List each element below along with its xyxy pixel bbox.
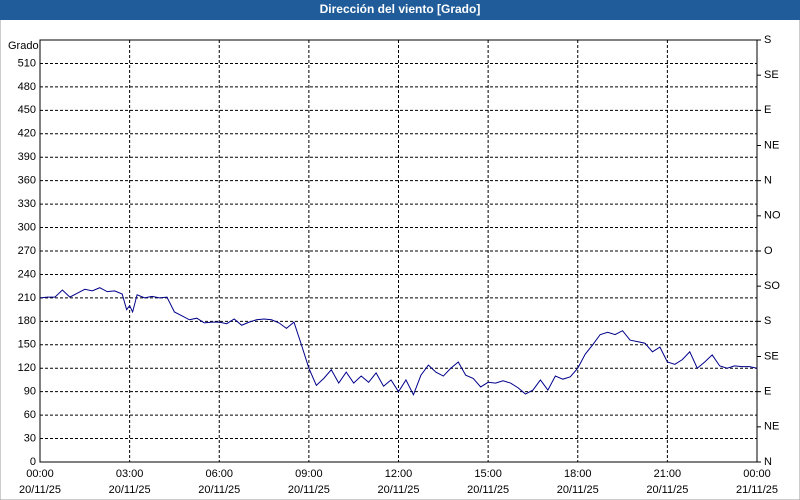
y-tick-label: 90 — [24, 386, 36, 398]
x-tick-label: 15:00 — [474, 468, 502, 480]
x-tick-date: 20/11/25 — [377, 484, 419, 496]
x-tick-label: 09:00 — [295, 468, 323, 480]
y2-tick-label: NO — [764, 210, 781, 222]
x-tick-date: 20/11/25 — [109, 484, 151, 496]
x-tick-label: 03:00 — [116, 468, 144, 480]
y2-tick-label: S — [764, 315, 771, 327]
y-tick-label: 480 — [18, 81, 36, 93]
y2-tick-label: O — [764, 245, 773, 257]
x-tick-date: 20/11/25 — [467, 484, 509, 496]
chart-title: Dirección del viento [Grado] — [320, 2, 481, 16]
y-tick-label: 30 — [24, 432, 36, 444]
x-tick-date: 20/11/25 — [557, 484, 599, 496]
y-tick-label: 510 — [18, 57, 36, 69]
x-tick-date: 21/11/25 — [736, 484, 778, 496]
x-tick-date: 20/11/25 — [198, 484, 240, 496]
y-tick-label: 180 — [18, 315, 36, 327]
y-tick-label: 300 — [18, 221, 36, 233]
y2-tick-label: N — [764, 456, 772, 468]
y2-tick-label: N — [764, 175, 772, 187]
y2-tick-label: E — [764, 104, 771, 116]
y2-tick-label: SE — [764, 350, 779, 362]
x-tick-label: 00:00 — [26, 468, 54, 480]
x-tick-date: 20/11/25 — [646, 484, 688, 496]
y2-tick-label: NE — [764, 421, 779, 433]
title-bar — [0, 0, 800, 20]
y-tick-label: 270 — [18, 245, 36, 257]
y-tick-label: 0 — [30, 456, 36, 468]
x-tick-label: 18:00 — [564, 468, 592, 480]
y-tick-label: 120 — [18, 362, 36, 374]
y-tick-label: 240 — [18, 268, 36, 280]
x-tick-date: 20/11/25 — [19, 484, 61, 496]
y-tick-label: 330 — [18, 198, 36, 210]
y2-tick-label: NE — [764, 139, 779, 151]
y-tick-label: 390 — [18, 151, 36, 163]
y-tick-label: 150 — [18, 339, 36, 351]
y2-tick-label: E — [764, 386, 771, 398]
y2-tick-label: SE — [764, 69, 779, 81]
y2-tick-label: S — [764, 34, 771, 46]
x-tick-label: 00:00 — [743, 468, 771, 480]
y-tick-label: 360 — [18, 175, 36, 187]
x-tick-label: 21:00 — [654, 468, 682, 480]
x-tick-date: 20/11/25 — [288, 484, 330, 496]
y-tick-label: 60 — [24, 409, 36, 421]
y-axis-label: Grado — [8, 40, 39, 52]
y-tick-label: 210 — [18, 292, 36, 304]
y-tick-label: 450 — [18, 104, 36, 116]
x-tick-label: 12:00 — [385, 468, 413, 480]
y2-tick-label: SO — [764, 280, 780, 292]
data-line — [39, 287, 758, 397]
x-tick-label: 06:00 — [205, 468, 233, 480]
y-tick-label: 420 — [18, 128, 36, 140]
